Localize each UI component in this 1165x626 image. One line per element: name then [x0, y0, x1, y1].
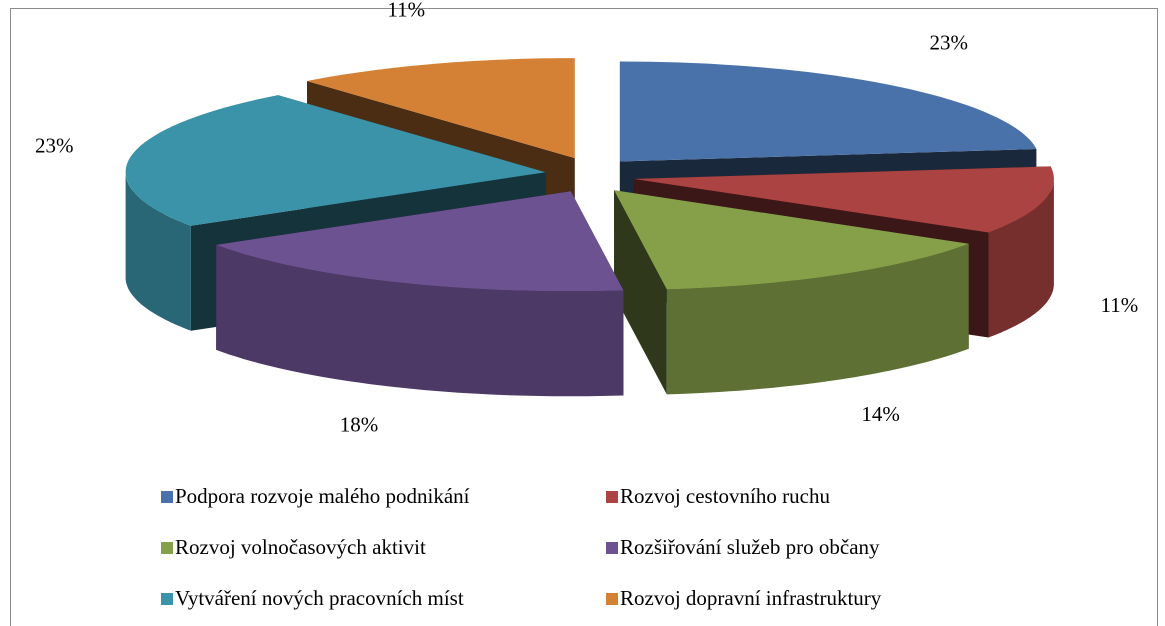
legend-swatch	[161, 491, 173, 503]
legend-label: Podpora rozvoje malého podnikání	[175, 484, 470, 508]
legend-label: Rozvoj cestovního ruchu	[620, 484, 830, 508]
data-label: 23%	[35, 134, 74, 158]
legend-label: Vytváření nových pracovních míst	[175, 586, 464, 610]
slice	[614, 190, 969, 395]
slice-outer-side	[125, 172, 191, 331]
legend-label: Rozvoj dopravní infrastruktury	[620, 586, 882, 610]
slice-outer-side	[216, 244, 624, 397]
slice	[614, 190, 969, 290]
data-label: 18%	[340, 413, 379, 437]
legend-swatch	[161, 542, 173, 554]
slice-outer-side	[666, 243, 969, 395]
legend-label: Rozvoj volnočasových aktivit	[175, 535, 426, 559]
slice-radial-side	[614, 190, 667, 395]
slice	[216, 191, 624, 397]
slice	[216, 191, 624, 292]
slice	[619, 61, 1037, 162]
slice-outer-side	[988, 178, 1054, 338]
slice	[125, 95, 546, 226]
slice	[633, 166, 1054, 233]
data-label: 11%	[387, 0, 425, 21]
data-label: 14%	[861, 402, 900, 426]
data-label: 11%	[1100, 293, 1138, 317]
legend-swatch	[161, 593, 173, 605]
legend-swatch	[606, 491, 618, 503]
legend-swatch	[606, 542, 618, 554]
legend-label: Rozšiřování služeb pro občany	[620, 535, 880, 559]
data-label: 23%	[929, 30, 968, 54]
legend-swatch	[606, 593, 618, 605]
slice	[307, 58, 575, 159]
